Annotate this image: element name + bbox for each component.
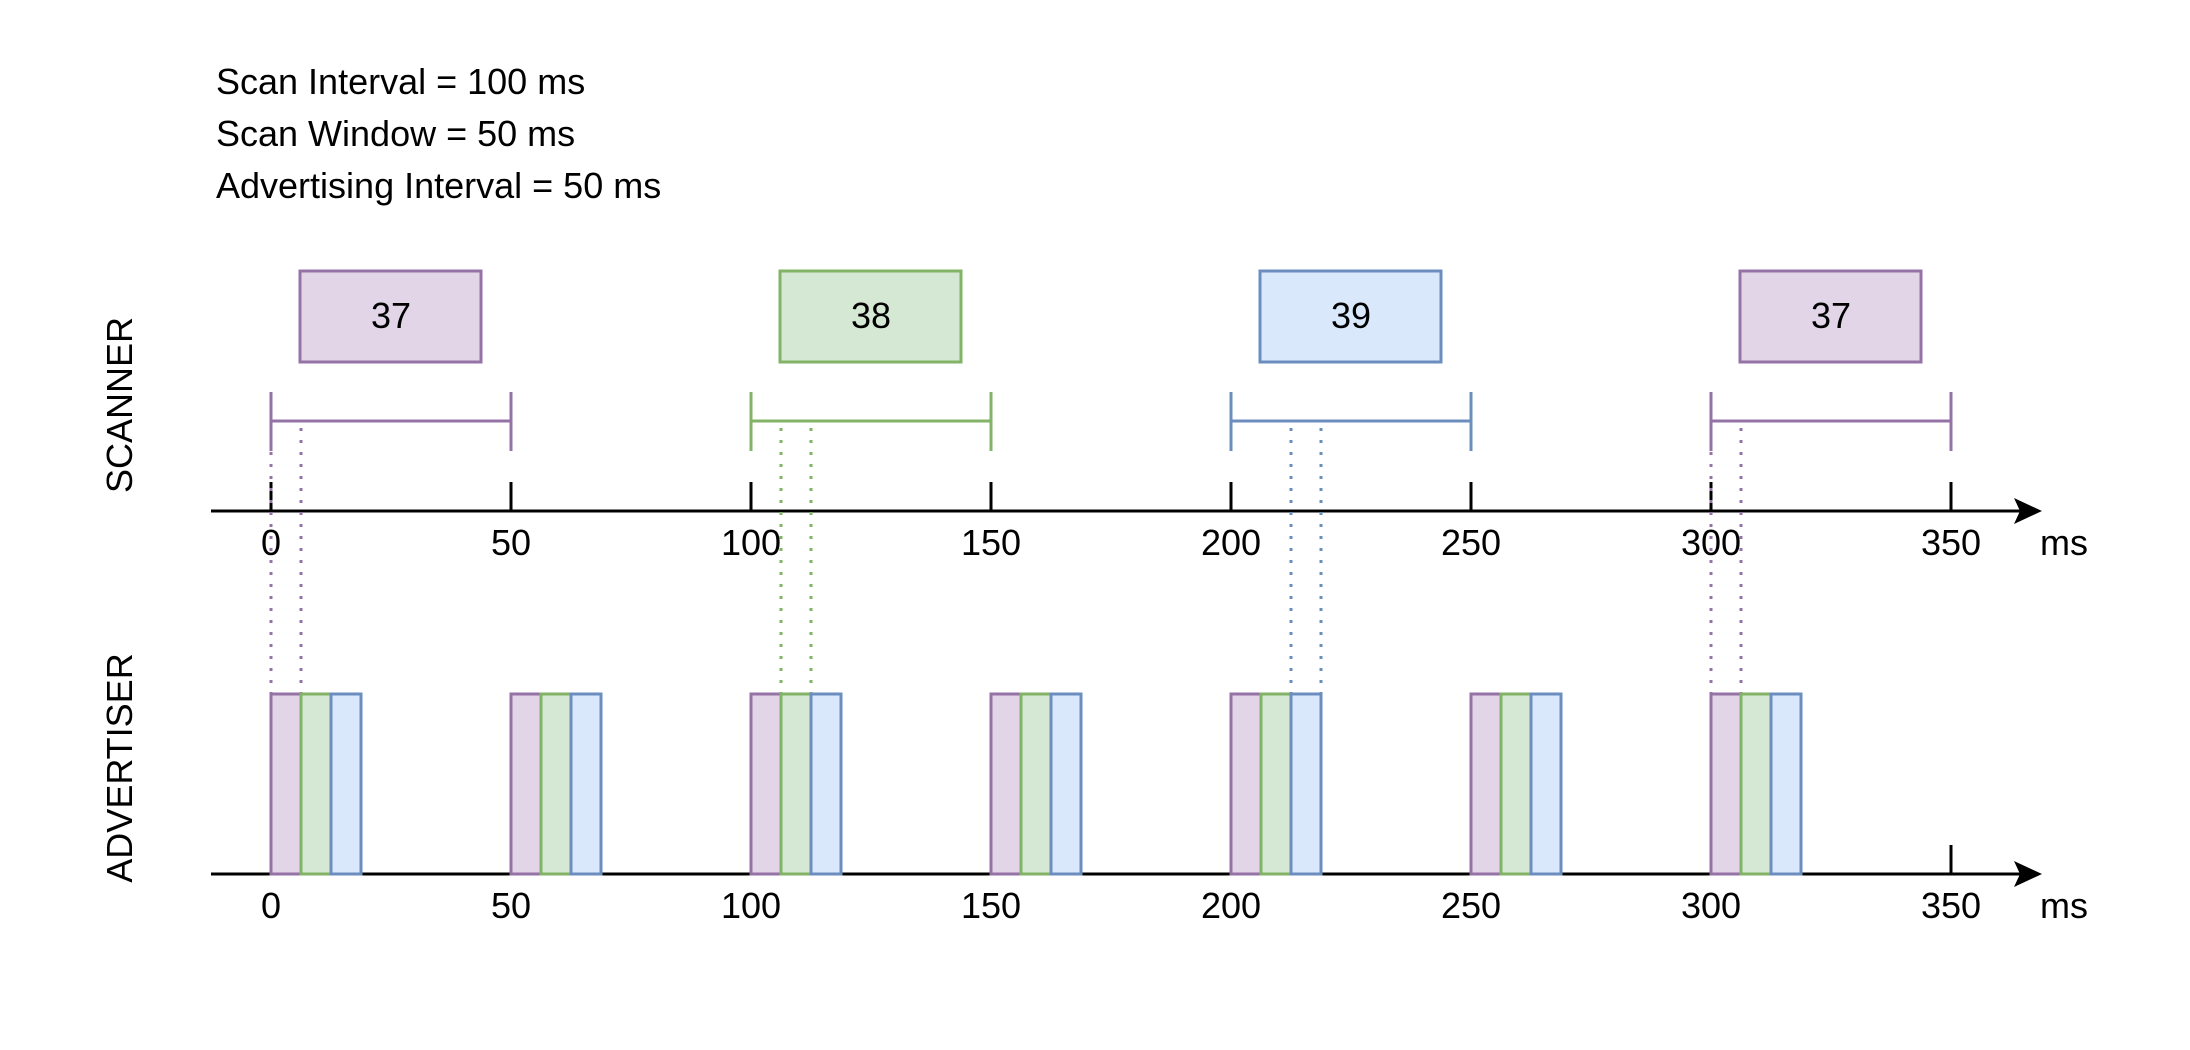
scanner-tick-label: 0: [261, 522, 281, 563]
advertiser-tick-label: 350: [1921, 885, 1981, 926]
advertising-packet-38: [299, 692, 333, 876]
scanner-tick-label: 350: [1921, 522, 1981, 563]
advertising-packet-38: [539, 692, 573, 876]
advertising-packet-38: [1739, 692, 1773, 876]
channel-label-37: 37: [371, 295, 411, 336]
advertising-packet-38: [1019, 692, 1053, 876]
advertising-packet-39: [329, 692, 363, 876]
advertising-packet-37: [1709, 692, 1743, 876]
scan-interval-label: Scan Interval = 100 ms: [216, 61, 586, 102]
diagram-layer: 0 50 100 150 200 250 300 350 ms 0 50 100 150 200 250 30…: [211, 269, 2088, 926]
advertising-interval-label: Advertising Interval = 50 ms: [216, 165, 662, 206]
advertiser-tick-label: 200: [1201, 885, 1261, 926]
advertising-packet-38: [779, 692, 813, 876]
advertising-packet-39: [1289, 692, 1323, 876]
parameters-text: Scan Interval = 100 ms Scan Window = 50 …: [216, 56, 661, 212]
advertising-packet-39: [1769, 692, 1803, 876]
scanner-tick-label: 50: [491, 522, 531, 563]
advertising-packet-39: [1529, 692, 1563, 876]
advertising-packet-37: [509, 692, 543, 876]
advertising-packet-39: [809, 692, 843, 876]
scanner-tick-label: 150: [961, 522, 1021, 563]
advertising-packet-37: [1469, 692, 1503, 876]
advertising-packet-37: [989, 692, 1023, 876]
advertiser-tick-label: 100: [721, 885, 781, 926]
scanner-label: SCANNER: [99, 317, 140, 493]
advertising-packet-37: [1229, 692, 1263, 876]
advertising-packet-38: [1259, 692, 1293, 876]
scanner-tick-label: 300: [1681, 522, 1741, 563]
advertiser-tick-label: 50: [491, 885, 531, 926]
scanner-axis-unit: ms: [2040, 522, 2088, 563]
channel-label-39: 39: [1331, 295, 1371, 336]
channel-label-38: 38: [851, 295, 891, 336]
advertiser-tick-label: 300: [1681, 885, 1741, 926]
channel-box-38: [778, 269, 963, 364]
advertiser-axis-unit: ms: [2040, 885, 2088, 926]
advertiser-tick-label: 250: [1441, 885, 1501, 926]
advertiser-axis-arrow-icon: [2014, 861, 2042, 887]
channel-box-39: [1258, 269, 1443, 364]
scanner-axis-arrow-icon: [2014, 498, 2042, 524]
advertising-packet-39: [1049, 692, 1083, 876]
scanner-tick-label: 250: [1441, 522, 1501, 563]
channel-box-37: [298, 269, 483, 364]
scanner-tick-label: 100: [721, 522, 781, 563]
advertising-packet-37: [749, 692, 783, 876]
advertising-packet-39: [569, 692, 603, 876]
advertiser-tick-label: 150: [961, 885, 1021, 926]
advertising-packet-37: [269, 692, 303, 876]
scan-window-label: Scan Window = 50 ms: [216, 113, 576, 154]
channel-box-37: [1738, 269, 1923, 364]
scanner-tick-label: 200: [1201, 522, 1261, 563]
channel-label-37: 37: [1811, 295, 1851, 336]
advertiser-label: ADVERTISER: [99, 653, 140, 882]
advertiser-tick-label: 0: [261, 885, 281, 926]
advertising-packet-38: [1499, 692, 1533, 876]
